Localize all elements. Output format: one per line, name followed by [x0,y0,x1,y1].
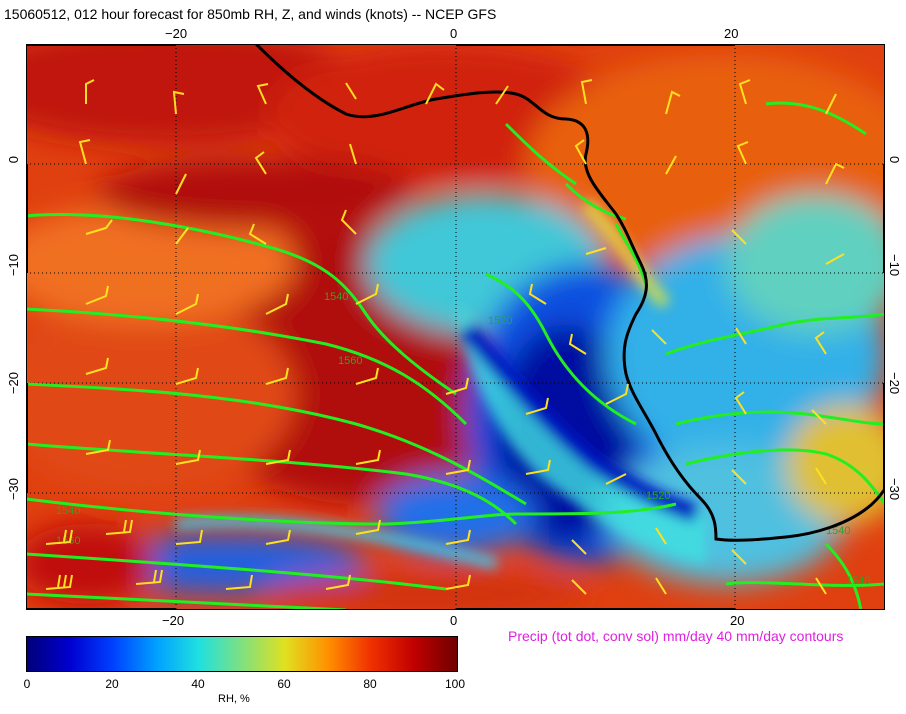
lat-tick-right: −30 [887,478,902,501]
wind-barbs [45,79,845,595]
lat-tick-left: −30 [6,478,21,501]
rh-colorbar [26,636,458,672]
contour-label: 1560 [338,355,362,367]
colorbar-tick: 100 [444,677,466,691]
precip-legend-note: Precip (tot dot, conv sol) mm/day 40 mm/… [508,628,844,644]
map-border [26,44,885,610]
coastline [254,44,885,542]
forecast-map: 1540 1560 1520 1540 1560 1520 1540 1540 [26,44,885,610]
contour-labels: 1540 1560 1520 1540 1560 1520 1540 1540 [56,291,870,587]
contour-label: 1560 [56,535,80,547]
rh-field [26,44,885,610]
colorbar-tick: 40 [191,677,205,691]
contour-label: 1520 [488,315,512,327]
lat-tick-left: −20 [6,372,21,395]
lon-tick-bottom: −20 [162,613,185,628]
lon-tick-bottom: 0 [450,613,458,628]
lat-tick-right: −20 [887,372,902,395]
contour-label: 1540 [56,505,80,517]
colorbar-tick: 20 [105,677,119,691]
lon-tick-bottom: 20 [730,613,745,628]
map-canvas: 1540 1560 1520 1540 1560 1520 1540 1540 [26,44,885,610]
contour-label: 1540 [846,575,870,587]
map-title: 15060512, 012 hour forecast for 850mb RH… [4,6,497,22]
height-contours [26,101,885,610]
colorbar-label: RH, % [218,693,250,705]
lat-tick-left: −10 [6,254,21,277]
colorbar-tick: 0 [23,677,31,691]
lon-tick-top: 20 [724,26,739,41]
lat-tick-left: 0 [6,156,21,164]
lat-tick-right: −10 [887,254,902,277]
colorbar-tick: 60 [277,677,291,691]
colorbar-tick: 80 [363,677,377,691]
contour-label: 1540 [324,291,348,303]
lat-tick-right: 0 [887,156,902,164]
lon-tick-top: −20 [165,26,188,41]
lon-tick-top: 0 [450,26,458,41]
contour-label: 1520 [646,490,670,502]
